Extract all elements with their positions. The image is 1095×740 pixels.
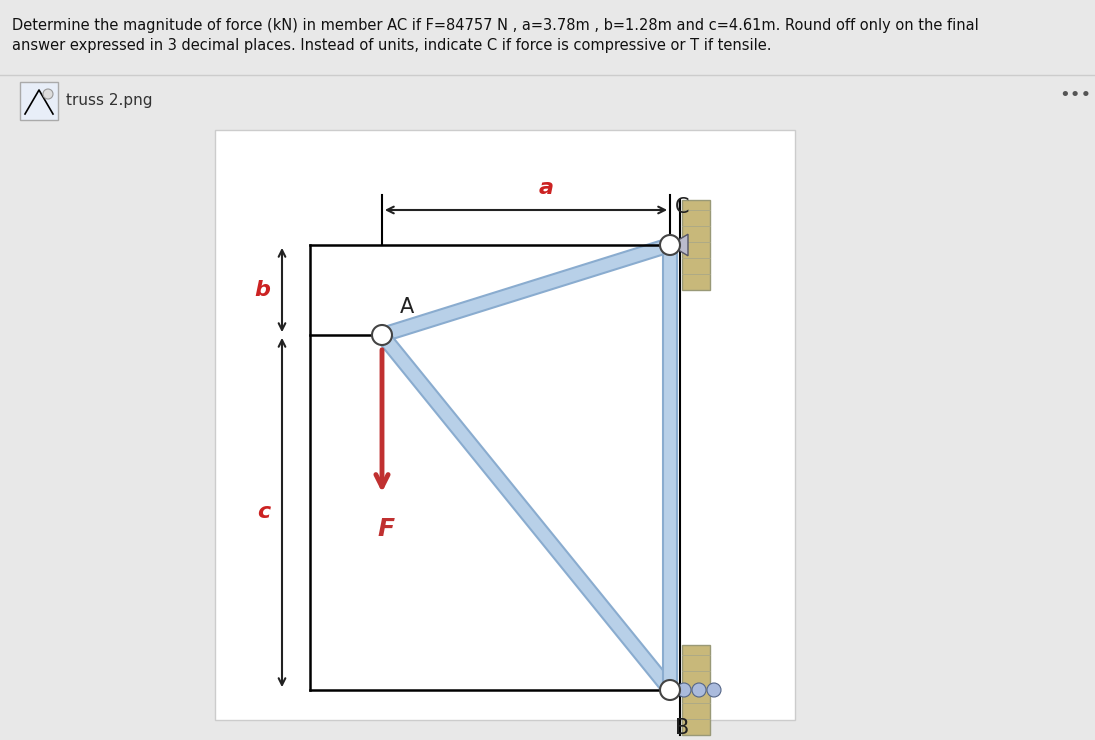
Text: B: B bbox=[675, 718, 689, 738]
Text: c: c bbox=[256, 502, 270, 522]
Text: a: a bbox=[539, 178, 553, 198]
Text: •••: ••• bbox=[1059, 86, 1091, 104]
Text: answer expressed in 3 decimal places. Instead of units, indicate C if force is c: answer expressed in 3 decimal places. In… bbox=[12, 38, 772, 53]
Circle shape bbox=[372, 325, 392, 345]
Polygon shape bbox=[670, 234, 688, 256]
Text: Determine the magnitude of force (kN) in member AC if F=84757 N , a=3.78m , b=1.: Determine the magnitude of force (kN) in… bbox=[12, 18, 979, 33]
Text: F: F bbox=[378, 517, 394, 541]
Text: b: b bbox=[254, 280, 270, 300]
Circle shape bbox=[677, 683, 691, 697]
Circle shape bbox=[43, 89, 53, 99]
Circle shape bbox=[707, 683, 721, 697]
Circle shape bbox=[692, 683, 706, 697]
Polygon shape bbox=[380, 238, 672, 342]
Text: truss 2.png: truss 2.png bbox=[66, 93, 152, 109]
Polygon shape bbox=[662, 245, 677, 690]
Circle shape bbox=[660, 235, 680, 255]
Text: C: C bbox=[675, 197, 690, 217]
Text: A: A bbox=[400, 297, 414, 317]
Bar bbox=[215, 130, 795, 720]
Circle shape bbox=[660, 680, 680, 700]
Bar bbox=[20, 82, 58, 120]
Polygon shape bbox=[377, 331, 676, 694]
Bar bbox=[682, 645, 710, 735]
Bar bbox=[682, 200, 710, 290]
